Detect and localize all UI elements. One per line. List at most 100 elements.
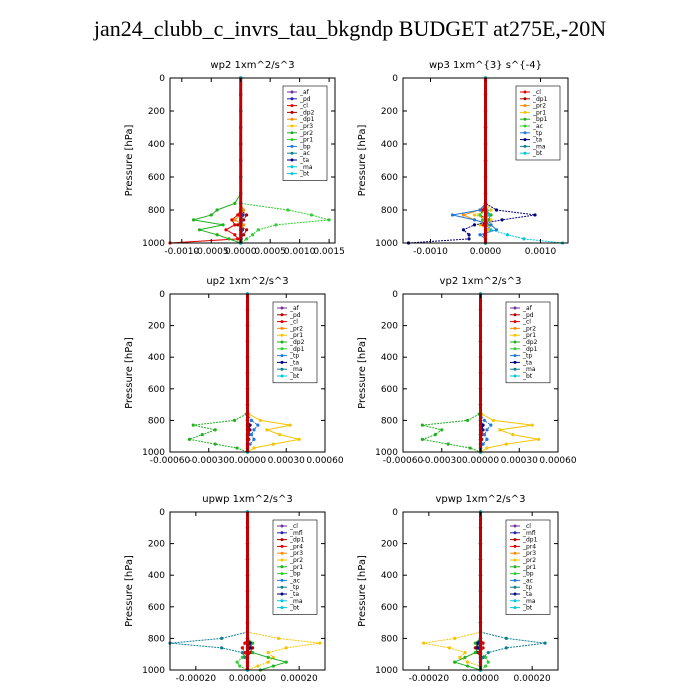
legend-marker <box>290 124 294 128</box>
panel-title: vp2 1xm^2/s^3 <box>440 276 522 287</box>
legend: _cl_mfl_dp1_pr4_pr3_pr2_pr1_bp_ac_tp_ta_… <box>505 519 551 615</box>
legend-label: _bp <box>289 571 301 578</box>
y-tick-label: 400 <box>381 571 398 581</box>
legend-label: _ac <box>532 123 543 130</box>
data-point <box>489 223 493 227</box>
x-tick-label: -0.00030 <box>422 456 463 466</box>
data-point <box>258 418 263 422</box>
series-line-pr2 <box>423 512 481 670</box>
data-point <box>473 651 477 655</box>
legend-label: _dp1 <box>522 537 538 544</box>
data-point <box>522 237 526 241</box>
legend-marker <box>513 340 517 344</box>
legend-marker <box>523 144 527 148</box>
legend-label: _bt <box>289 373 300 380</box>
legend-marker <box>513 306 517 310</box>
series-line-tp <box>169 512 248 670</box>
data-point <box>486 213 490 217</box>
legend-marker <box>513 367 517 371</box>
legend: _cl_mfl_dp1_pr4_pr3_pr2_pr1_bp_ac_tp_ta_… <box>272 519 318 615</box>
y-tick-label: 800 <box>148 634 165 644</box>
data-point <box>473 641 477 645</box>
data-point <box>251 651 255 655</box>
data-point <box>220 636 224 641</box>
data-point <box>288 423 292 427</box>
legend-marker <box>280 578 284 582</box>
legend-marker <box>513 333 517 337</box>
legend-label: _pd <box>299 96 311 103</box>
legend-marker <box>280 538 284 542</box>
data-point <box>187 437 191 441</box>
x-tick-label: 0.0010 <box>284 247 316 257</box>
series-line-dp2 <box>420 294 481 453</box>
data-point <box>481 655 485 659</box>
chart-panel-6: vpwp 1xm^2/s^3 Pressure [hPa] 0 200 400 600 80… <box>357 494 559 684</box>
legend-label: _ma <box>532 143 546 150</box>
legend-box <box>282 85 328 181</box>
series-line-dp2 <box>187 294 248 453</box>
legend-marker <box>280 565 284 569</box>
legend-label: _ma <box>522 598 536 605</box>
legend-label: _af <box>299 89 310 96</box>
y-tick-label: 0 <box>159 74 165 84</box>
legend-marker <box>290 110 294 114</box>
legend-label: _bt <box>299 171 310 178</box>
data-point <box>489 213 493 217</box>
data-point <box>485 428 489 432</box>
legend-label: _ma <box>289 366 303 373</box>
data-point <box>220 646 224 650</box>
data-point <box>489 228 493 232</box>
panel-title: vpwp 1xm^2/s^3 <box>435 494 525 505</box>
data-point <box>250 233 255 237</box>
data-point <box>478 208 482 212</box>
legend-marker <box>280 572 284 576</box>
data-point <box>236 213 240 217</box>
legend-label: _ma <box>299 164 313 171</box>
legend-marker <box>523 151 527 155</box>
legend-label: _pr3 <box>299 123 313 130</box>
y-axis-label: Pressure [hPa] <box>357 555 368 627</box>
data-point <box>467 233 471 237</box>
legend: _af_pd_cl_pr2_pr1_dp2_dp1_tp_ta_ma_bt <box>272 301 318 384</box>
legend-marker <box>290 131 294 135</box>
data-point <box>240 646 244 650</box>
y-tick-label: 800 <box>381 206 398 216</box>
legend-marker <box>513 565 517 569</box>
data-point <box>537 437 541 441</box>
legend-marker <box>513 374 517 378</box>
legend-marker <box>513 360 517 364</box>
series-line-pr1 <box>472 78 493 243</box>
legend-marker <box>290 138 294 142</box>
data-point <box>248 646 252 650</box>
y-axis-label: Pressure [hPa] <box>124 125 135 197</box>
data-point <box>245 228 249 232</box>
data-point <box>511 433 515 437</box>
legend-label: _pr2 <box>522 557 536 564</box>
legend-label: _mfl <box>289 530 303 537</box>
data-point <box>233 233 237 237</box>
data-point <box>242 218 246 222</box>
data-point <box>500 218 504 222</box>
data-point <box>243 655 247 659</box>
legend-marker <box>280 374 284 378</box>
y-tick-label: 1000 <box>142 239 165 249</box>
x-tick-label: 0.0000 <box>470 247 502 257</box>
y-tick-label: 0 <box>392 74 398 84</box>
data-point <box>221 223 225 227</box>
data-point <box>481 641 485 645</box>
legend-marker <box>513 599 517 603</box>
legend-marker <box>280 326 284 330</box>
data-point <box>481 218 485 222</box>
chart-panel-5: upwp 1xm^2/s^3 Pressure [hPa] 0 200 400 600 80… <box>124 494 326 684</box>
data-point <box>461 228 466 232</box>
series-line-pr1 <box>453 512 481 671</box>
x-tick-label: 0.00000 <box>229 674 266 684</box>
legend-marker <box>280 531 284 535</box>
legend-label: _bp <box>299 143 311 150</box>
x-tick-label: 0.00030 <box>268 456 305 466</box>
data-point <box>489 423 493 427</box>
data-point <box>274 223 278 227</box>
legend-label: _ta <box>299 157 309 164</box>
data-point <box>249 418 253 422</box>
